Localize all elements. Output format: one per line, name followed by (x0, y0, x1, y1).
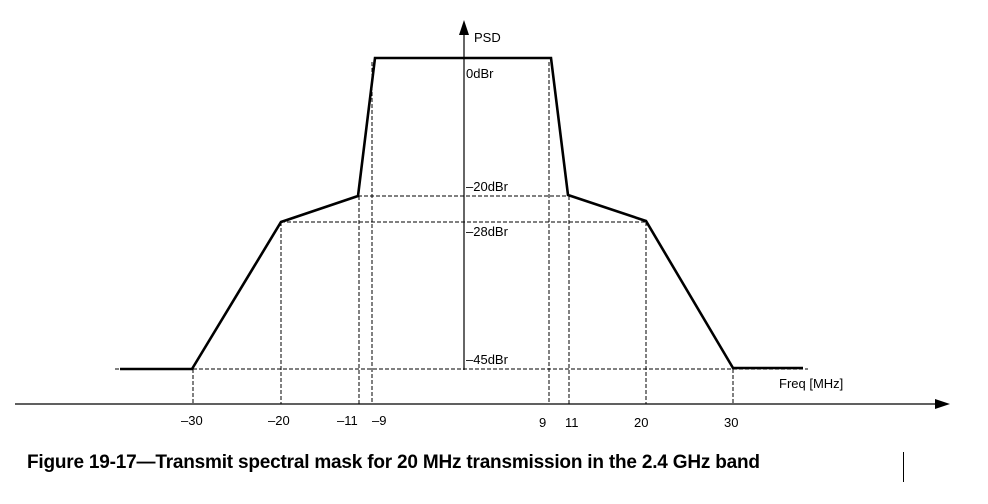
tick-p30: 30 (724, 415, 738, 430)
tick-m20: –20 (268, 413, 290, 428)
reference-lines (115, 62, 808, 404)
level-28dbr: –28dBr (466, 224, 509, 239)
text-cursor (903, 452, 904, 482)
x-axis-arrow-icon (935, 399, 950, 409)
level-20dbr: –20dBr (466, 179, 509, 194)
tick-p11: 11 (565, 415, 579, 430)
level-0dbr: 0dBr (466, 66, 494, 81)
y-axis-arrow-icon (459, 20, 469, 35)
tick-m30: –30 (181, 413, 203, 428)
figure-caption: Figure 19-17—Transmit spectral mask for … (27, 452, 760, 473)
tick-m9: –9 (372, 413, 386, 428)
tick-p20: 20 (634, 415, 648, 430)
tick-p9: 9 (539, 415, 546, 430)
x-axis-label: Freq [MHz] (779, 376, 843, 391)
level-45dbr: –45dBr (466, 352, 509, 367)
y-axis-label: PSD (474, 30, 501, 45)
mask-curve (120, 56, 803, 371)
tick-m11: –11 (337, 413, 358, 428)
